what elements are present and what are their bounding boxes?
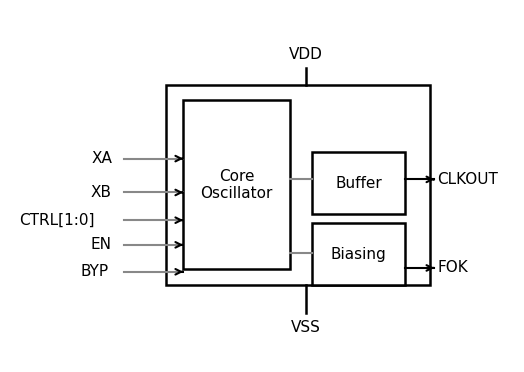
Text: VDD: VDD [289, 46, 323, 62]
Text: FOK: FOK [438, 260, 468, 275]
Text: Core
Oscillator: Core Oscillator [201, 169, 273, 201]
Text: Buffer: Buffer [335, 176, 382, 191]
Text: BYP: BYP [80, 264, 108, 279]
Text: VSS: VSS [291, 320, 321, 335]
Text: XB: XB [91, 185, 112, 200]
Bar [312, 153, 405, 214]
Bar [166, 85, 430, 285]
Text: XA: XA [91, 151, 112, 166]
Text: CTRL[1:0]: CTRL[1:0] [19, 213, 95, 228]
Bar [312, 223, 405, 285]
Text: CLKOUT: CLKOUT [438, 172, 498, 187]
Text: Biasing: Biasing [331, 247, 386, 262]
Bar [183, 100, 290, 269]
Text: EN: EN [91, 237, 112, 252]
